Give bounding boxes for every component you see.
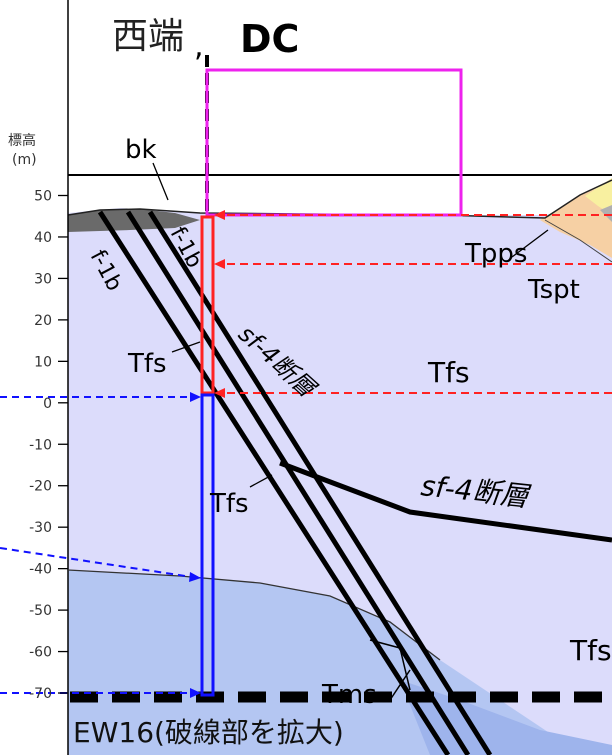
axis-tick-label: 0: [43, 396, 52, 412]
axis-tick-label: -70: [29, 686, 52, 702]
west-end-label: 西端: [112, 16, 184, 57]
bk-leader: [152, 162, 169, 201]
tfs-label-mid: Tfs: [209, 489, 249, 519]
fault-f1b-west: [97, 210, 451, 755]
bk-label: bk: [125, 135, 157, 165]
axis-tick-label: 30: [34, 271, 52, 287]
axis-tick-label: 20: [34, 313, 52, 329]
gray-wedge: [600, 205, 612, 222]
tfs-leader-upper: [171, 341, 201, 353]
axis-tick-label: -40: [29, 562, 52, 578]
axis-tick-marks: [58, 194, 68, 694]
caption: EW16(破線部を拡大): [73, 716, 344, 749]
dc-label: DC: [240, 17, 299, 61]
blue-arrows: [0, 392, 201, 698]
axis-tick-label: 50: [34, 189, 52, 205]
tfs-label-right: Tfs: [569, 634, 612, 667]
axis-tick-labels: 50 40 30 20 10 0 -10 -20 -30 -40 -50 -60 -70: [29, 189, 52, 703]
axis-tick-label: -30: [29, 520, 52, 536]
fault-sf4-steep: [147, 210, 493, 755]
fault-f1b-east: [125, 210, 471, 755]
axis-label-line1: 標高: [8, 132, 36, 149]
tpps-leader: [511, 229, 549, 258]
tpps-label: Tpps: [464, 239, 527, 269]
axis-tick-label: 40: [34, 230, 52, 246]
axis-label-line2: (m): [12, 152, 37, 168]
tspt-boundary: [544, 219, 612, 263]
tfs-label-center: Tfs: [427, 356, 470, 389]
tfs-leader-mid: [249, 474, 273, 488]
axis-tick-label: 10: [34, 354, 52, 370]
yellow-layer: [585, 178, 612, 215]
axis-tick-label: -50: [29, 603, 52, 619]
tfs-label-upper-left: Tfs: [127, 349, 167, 379]
blue-range-box: [200, 393, 215, 697]
axis-tick-label: -20: [29, 479, 52, 495]
tms-leader: [389, 669, 411, 701]
layer-boundary: [67, 569, 441, 661]
red-range-box: [200, 215, 215, 395]
fault-sf4-lower: [279, 460, 612, 543]
tspt-label: Tspt: [527, 275, 580, 305]
axis-tick-label: -10: [29, 437, 52, 453]
axis-tick-label: -60: [29, 645, 52, 661]
red-arrows: [214, 210, 612, 398]
tms-label: Tms: [321, 680, 377, 710]
title-comma: ,: [194, 29, 204, 64]
